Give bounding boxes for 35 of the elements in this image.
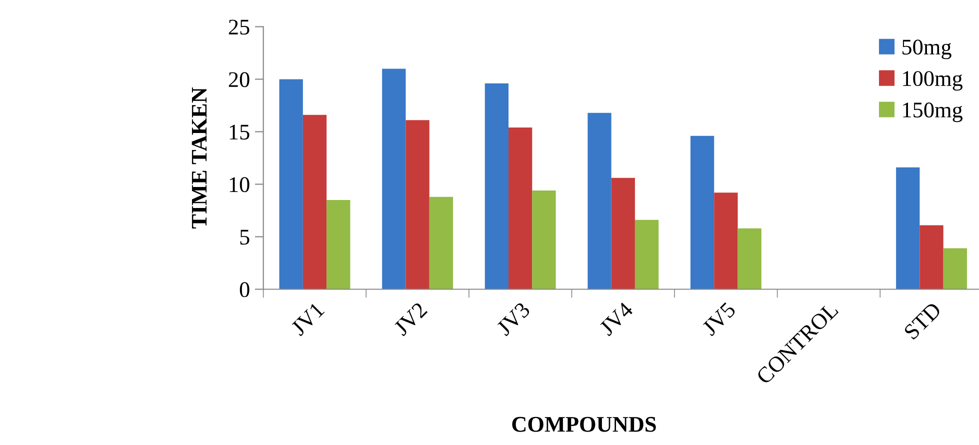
y-tick-label: 5 [240, 230, 250, 245]
bar [714, 192, 738, 290]
y-tick-label: 15 [230, 124, 250, 140]
bar [429, 196, 454, 290]
bar [920, 225, 944, 290]
legend-label: 100mg [903, 71, 962, 91]
y-tick-label: 10 [230, 177, 250, 192]
x-tick-label: STD [903, 301, 942, 340]
bar [611, 178, 635, 290]
x-axis-title: COMPOUNDS [512, 416, 656, 432]
bar [738, 228, 762, 290]
bar [382, 68, 406, 290]
bar [588, 112, 612, 290]
bar [896, 167, 920, 290]
bar [508, 128, 532, 290]
y-tick-label: 20 [228, 72, 250, 88]
bar [532, 190, 556, 290]
legend-label: 50mg [902, 40, 952, 60]
bar [634, 220, 659, 290]
bar [943, 248, 967, 290]
bar [406, 120, 430, 290]
y-tick-label: 0 [240, 282, 250, 298]
bar [279, 79, 303, 290]
y-tick-label: 25 [228, 20, 250, 35]
x-tick-label: JV2 [393, 302, 428, 336]
x-tick-label: JV1 [290, 302, 325, 336]
legend-label: 150mg [903, 102, 962, 122]
x-tick-label: JV3 [496, 301, 531, 336]
bar [302, 114, 327, 290]
x-tick-label: JV5 [702, 302, 736, 336]
bar [484, 83, 509, 290]
bar [690, 136, 714, 290]
x-tick-label: JV4 [598, 301, 634, 336]
bar [326, 200, 350, 290]
y-axis-title: TIME TAKEN [192, 87, 207, 229]
